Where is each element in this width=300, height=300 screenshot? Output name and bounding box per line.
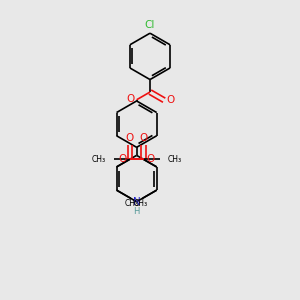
Text: CH₃: CH₃ — [125, 199, 139, 208]
Text: N: N — [133, 197, 140, 207]
Text: CH₃: CH₃ — [134, 199, 148, 208]
Text: O: O — [126, 133, 134, 143]
Text: O: O — [118, 154, 127, 164]
Text: CH₃: CH₃ — [91, 155, 105, 164]
Text: H: H — [134, 207, 140, 216]
Text: CH₃: CH₃ — [168, 155, 182, 164]
Text: O: O — [126, 94, 134, 104]
Text: O: O — [167, 95, 175, 105]
Text: O: O — [139, 133, 147, 143]
Text: O: O — [147, 154, 155, 164]
Text: Cl: Cl — [145, 20, 155, 30]
